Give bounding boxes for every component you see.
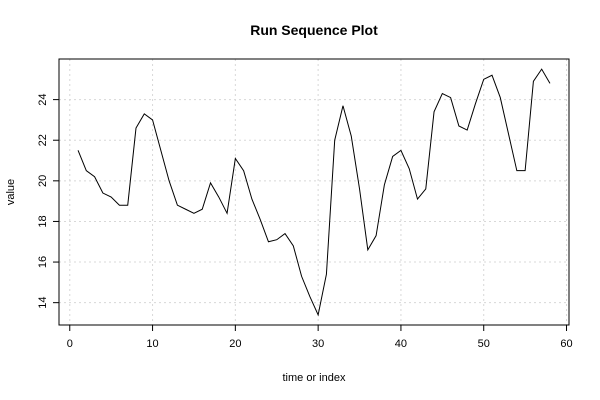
- x-tick-label: 50: [478, 338, 490, 350]
- grid: [59, 59, 569, 325]
- y-tick-label: 22: [37, 134, 49, 146]
- x-tick-label: 60: [560, 338, 572, 350]
- plot-frame: [58, 58, 570, 326]
- y-tick-label: 14: [37, 297, 49, 309]
- x-tick-label: 30: [312, 338, 324, 350]
- x-tick-label: 20: [229, 338, 241, 350]
- series-line: [77, 68, 551, 317]
- x-axis-label: time or index: [283, 372, 346, 384]
- x-tick-label: 10: [146, 338, 158, 350]
- y-axis: 14 16 18 20 22 24: [37, 93, 59, 309]
- y-tick-label: 16: [37, 256, 49, 268]
- x-axis: 0 10 20 30 40 50 60: [67, 325, 573, 350]
- y-tick-label: 24: [37, 93, 49, 105]
- chart-title: Run Sequence Plot: [250, 22, 378, 38]
- y-tick-label: 18: [37, 215, 49, 227]
- y-axis-label: value: [5, 179, 17, 205]
- x-tick-label: 40: [395, 338, 407, 350]
- y-tick-label: 20: [37, 175, 49, 187]
- x-tick-label: 0: [67, 338, 73, 350]
